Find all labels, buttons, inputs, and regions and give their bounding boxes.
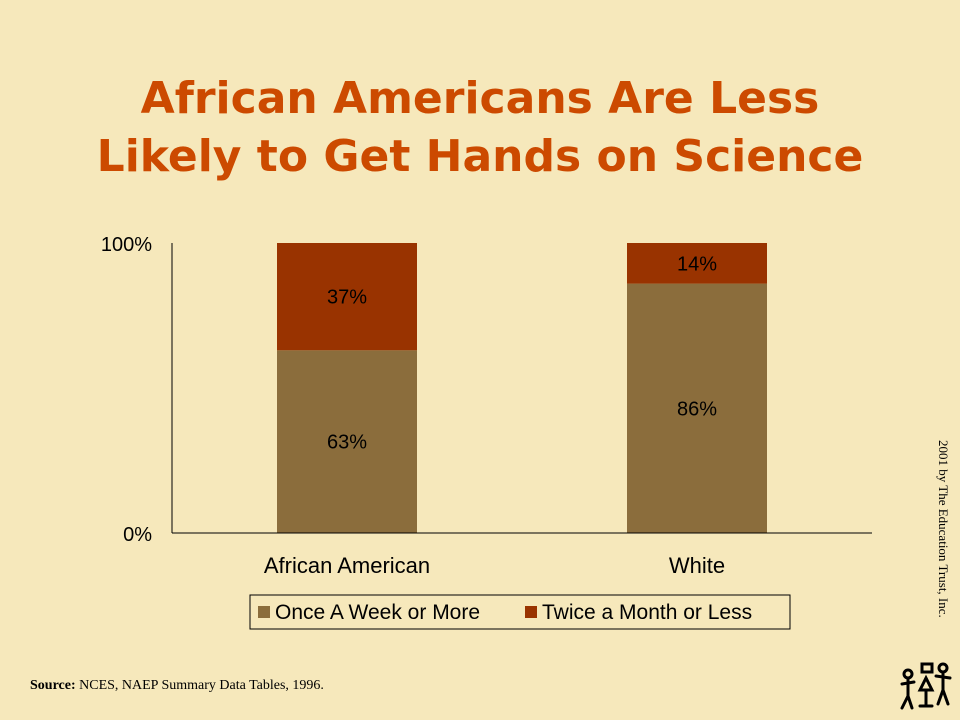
category-label: White (669, 553, 725, 578)
y-tick-label: 0% (123, 524, 152, 546)
bar-segment (277, 243, 417, 351)
legend-label: Once A Week or More (275, 601, 480, 624)
bar-segment (627, 283, 767, 533)
figures-logo-icon (900, 662, 952, 710)
data-label: 86% (677, 398, 717, 420)
title-line-1: African Americans Are Less (140, 73, 820, 124)
y-tick-label: 100% (101, 234, 152, 256)
category-labels-group: African American White (264, 553, 725, 578)
y-ticks-group: 0% 100% (101, 234, 152, 546)
copyright-note: 2001 by The Education Trust, Inc. (936, 440, 951, 618)
legend-box (249, 594, 791, 630)
data-label: 37% (327, 287, 367, 309)
legend-label: Twice a Month or Less (542, 601, 752, 624)
title-line-2: Likely to Get Hands on Science (96, 131, 864, 182)
data-label: 14% (677, 253, 717, 275)
source-note: Source: NCES, NAEP Summary Data Tables, … (30, 678, 324, 694)
bars-group (277, 243, 767, 533)
data-labels-group: 63% 37% 86% 14% (327, 253, 717, 453)
source-text: NCES, NAEP Summary Data Tables, 1996. (79, 678, 324, 693)
bar-segment (277, 350, 417, 533)
category-label: African American (264, 553, 430, 578)
legend: Once A Week or More Twice a Month or Less (249, 594, 791, 630)
source-label: Source: (30, 678, 76, 693)
slide-title: African Americans Are Less Likely to Get… (0, 70, 960, 186)
data-label: 63% (327, 432, 367, 454)
legend-swatch (525, 606, 537, 618)
legend-swatch (258, 606, 270, 618)
bar-segment (627, 243, 767, 284)
